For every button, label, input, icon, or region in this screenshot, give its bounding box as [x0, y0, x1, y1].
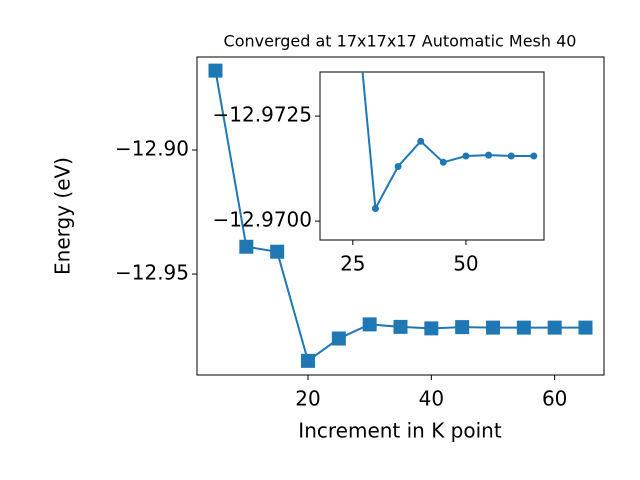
y-axis-label: Energy (eV)	[51, 157, 75, 275]
data-point	[424, 321, 439, 336]
y-tick-label: −12.95	[115, 261, 189, 285]
x-tick-label: 60	[542, 387, 567, 411]
data-point	[417, 137, 425, 145]
plot-layer	[361, 72, 538, 212]
data-point	[439, 158, 447, 166]
y-tick-label: −12.90	[115, 137, 189, 161]
data-point	[301, 353, 315, 368]
x-tick-label: 20	[295, 387, 320, 411]
data-point	[371, 205, 379, 212]
data-point	[270, 244, 285, 259]
data-point	[394, 163, 402, 170]
data-point	[530, 152, 538, 160]
data-point	[331, 331, 346, 346]
data-point	[507, 152, 515, 160]
x-axis-label: Increment in K point	[298, 419, 502, 443]
data-point	[485, 151, 493, 159]
data-point	[516, 320, 531, 335]
chart-title: Converged at 17x17x17 Automatic Mesh 40	[224, 32, 577, 51]
data-point	[393, 319, 408, 334]
data-point	[486, 320, 500, 335]
x-tick-label: 25	[340, 252, 365, 276]
data-point	[462, 152, 470, 160]
plot-layer	[208, 63, 593, 368]
data-point	[578, 320, 593, 335]
y-tick-label: −12.9725	[213, 103, 312, 127]
data-point	[547, 320, 562, 335]
x-tick-label: 50	[453, 252, 478, 276]
x-tick-label: 40	[419, 387, 444, 411]
data-point	[208, 63, 223, 78]
data-point	[362, 317, 377, 332]
data-point	[455, 320, 470, 335]
y-tick-label: −12.9700	[213, 208, 312, 232]
data-point	[239, 239, 254, 254]
